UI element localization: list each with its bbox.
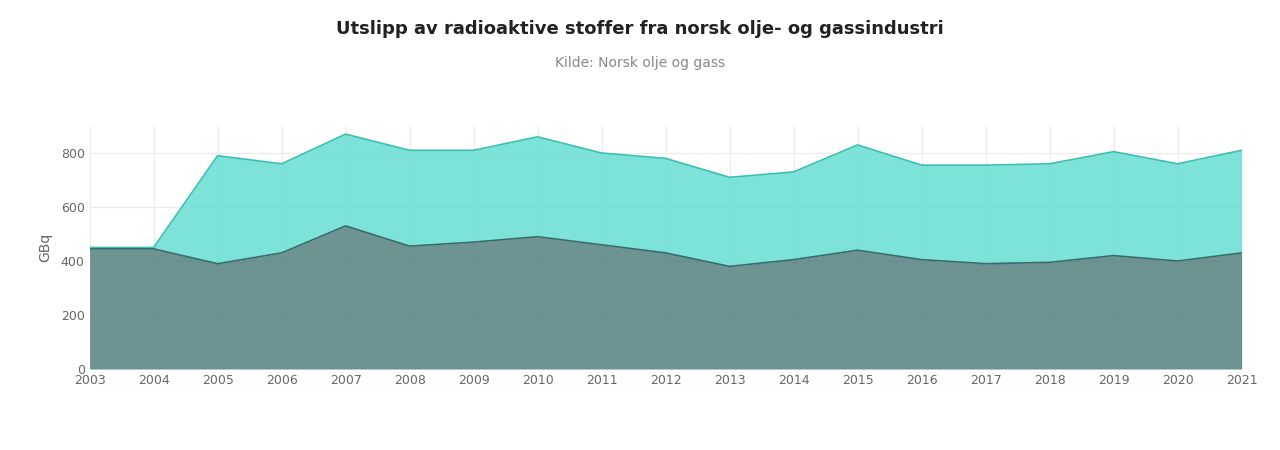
Text: Utslipp av radioaktive stoffer fra norsk olje- og gassindustri: Utslipp av radioaktive stoffer fra norsk…: [337, 20, 943, 38]
Y-axis label: GBq: GBq: [38, 233, 52, 262]
Text: Kilde: Norsk olje og gass: Kilde: Norsk olje og gass: [556, 56, 724, 70]
